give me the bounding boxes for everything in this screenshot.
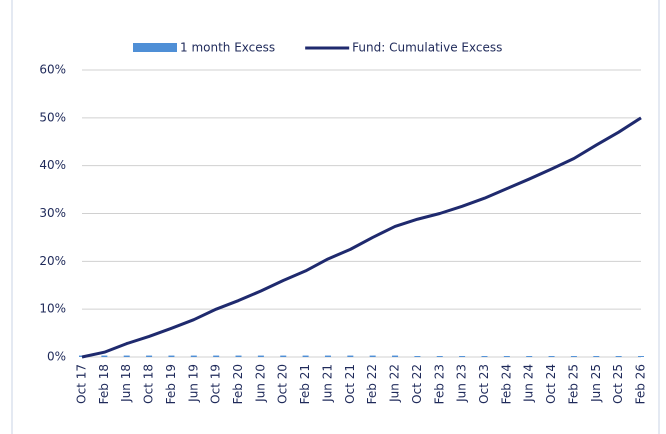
legend-swatch	[133, 43, 177, 52]
x-tick-label: Feb 25	[566, 364, 580, 404]
bar	[481, 356, 488, 357]
legend-label: 1 month Excess	[180, 41, 275, 55]
x-tick-label: Feb 19	[164, 364, 178, 404]
line	[81, 116, 642, 359]
x-tick-label: Jun 22	[388, 364, 402, 403]
x-tick-label: Feb 22	[365, 364, 379, 404]
bar	[235, 355, 242, 357]
x-tick-label: Oct 17	[75, 364, 89, 404]
x-tick-label: Jun 20	[253, 364, 267, 403]
legend-label: Fund: Cumulative Excess	[352, 41, 502, 55]
x-tick-label: Jun 23	[455, 364, 469, 403]
x-tick-label: Oct 18	[142, 364, 156, 404]
x-tick-label: Oct 20	[276, 364, 290, 404]
bar	[414, 356, 421, 357]
y-tick-label: 0%	[47, 350, 66, 364]
x-tick-label: Jun 25	[589, 364, 603, 403]
x-tick-label: Jun 19	[186, 364, 200, 403]
x-tick-label: Oct 23	[477, 364, 491, 404]
x-tick-label: Feb 23	[432, 364, 446, 404]
bar	[526, 356, 533, 357]
bar	[638, 356, 644, 357]
x-tick-label: Jun 24	[522, 364, 536, 403]
x-tick-label: Feb 20	[231, 364, 245, 404]
bar	[615, 356, 622, 357]
x-tick-label: Oct 19	[209, 364, 223, 404]
bar	[324, 355, 331, 357]
bar	[257, 355, 264, 357]
bar	[548, 356, 555, 357]
bar	[503, 356, 510, 357]
x-tick-label: Oct 25	[611, 364, 625, 404]
bar	[146, 355, 153, 357]
bar	[392, 355, 399, 357]
bar	[101, 355, 108, 357]
bar	[593, 356, 600, 357]
y-tick-label: 40%	[39, 158, 66, 172]
bar	[123, 355, 130, 357]
y-tick-label: 30%	[39, 206, 66, 220]
bar	[369, 355, 376, 357]
bar	[213, 355, 220, 357]
x-tick-label: Jun 21	[320, 364, 334, 403]
y-tick-label: 10%	[39, 302, 66, 316]
bar	[570, 356, 577, 357]
bar	[168, 355, 175, 357]
y-tick-label: 20%	[39, 254, 66, 268]
x-tick-label: Oct 24	[544, 364, 558, 404]
bar	[302, 355, 309, 357]
bar	[436, 356, 443, 357]
bar	[280, 355, 287, 357]
y-tick-label: 60%	[39, 63, 66, 77]
x-tick-label: Oct 21	[343, 364, 357, 404]
chart-frame	[11, 0, 660, 434]
bar	[347, 355, 354, 357]
x-tick-label: Feb 26	[634, 364, 648, 404]
bar	[459, 356, 466, 357]
x-tick-label: Feb 24	[499, 364, 513, 404]
x-tick-label: Oct 22	[410, 364, 424, 404]
x-tick-label: Feb 21	[298, 364, 312, 404]
y-tick-label: 50%	[39, 110, 66, 124]
bar	[190, 355, 197, 357]
x-tick-label: Jun 18	[119, 364, 133, 403]
x-tick-label: Feb 18	[97, 364, 111, 404]
